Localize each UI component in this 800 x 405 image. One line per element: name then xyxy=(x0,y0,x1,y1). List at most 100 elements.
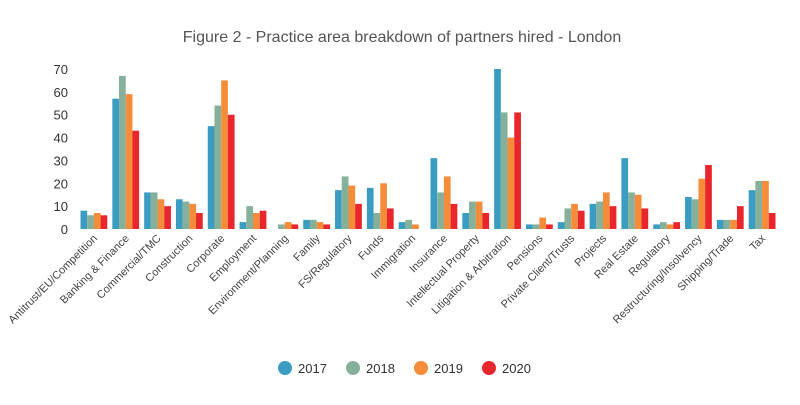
legend-marker xyxy=(414,361,428,375)
bar-2018[interactable] xyxy=(405,219,413,229)
bar-2020[interactable] xyxy=(355,203,362,229)
bar-2018[interactable] xyxy=(182,201,190,229)
bar-2017[interactable] xyxy=(366,187,374,229)
bar-2019[interactable] xyxy=(507,137,515,229)
bar-2019[interactable] xyxy=(762,181,769,229)
bar-2017[interactable] xyxy=(621,158,629,229)
bar-2017[interactable] xyxy=(112,98,120,230)
bar-2020[interactable] xyxy=(450,203,458,229)
bar-2019[interactable] xyxy=(380,183,387,229)
legend-label: 2020 xyxy=(502,361,531,376)
legend-item-2017[interactable]: 2017 xyxy=(278,361,327,376)
bar-2019[interactable] xyxy=(221,80,228,230)
bar-2017[interactable] xyxy=(748,190,756,229)
bar-2020[interactable] xyxy=(196,213,203,229)
bar-2017[interactable] xyxy=(398,222,406,229)
bar-2018[interactable] xyxy=(691,199,699,229)
bar-2018[interactable] xyxy=(500,112,508,229)
bar-2018[interactable] xyxy=(469,201,476,229)
bar-2020[interactable] xyxy=(227,114,235,229)
bar-2017[interactable] xyxy=(685,197,692,229)
bar-2020[interactable] xyxy=(482,213,490,229)
bar-2019[interactable] xyxy=(157,199,165,229)
bar-2018[interactable] xyxy=(532,224,540,229)
bar-2018[interactable] xyxy=(119,75,126,229)
bar-2018[interactable] xyxy=(437,192,444,229)
bar-2020[interactable] xyxy=(577,210,585,229)
bar-2019[interactable] xyxy=(348,185,356,229)
bar-2019[interactable] xyxy=(571,203,578,229)
bar-2017[interactable] xyxy=(239,222,247,229)
legend-marker xyxy=(346,361,360,375)
bar-2017[interactable] xyxy=(525,224,533,229)
legend-label: 2017 xyxy=(298,361,327,376)
bar-2018[interactable] xyxy=(659,222,667,229)
bar-2018[interactable] xyxy=(309,219,317,229)
bar-2017[interactable] xyxy=(494,69,501,229)
bar-2019[interactable] xyxy=(93,213,101,229)
bar-2017[interactable] xyxy=(716,219,724,229)
bar-2020[interactable] xyxy=(100,215,108,229)
bar-2019[interactable] xyxy=(253,213,260,229)
bar-2017[interactable] xyxy=(335,190,342,229)
bar-2017[interactable] xyxy=(303,219,310,229)
bar-2018[interactable] xyxy=(150,192,158,229)
bar-2017[interactable] xyxy=(80,210,88,229)
bar-2018[interactable] xyxy=(214,105,222,229)
bar-2020[interactable] xyxy=(546,224,553,229)
bar-2019[interactable] xyxy=(539,217,547,229)
bar-2018[interactable] xyxy=(246,206,253,229)
y-axis: 0 10 20 30 40 50 60 70 xyxy=(54,62,68,237)
bar-2019[interactable] xyxy=(443,176,451,229)
legend[interactable]: 2017 2018 2019 2020 xyxy=(278,361,531,376)
bar-2018[interactable] xyxy=(596,201,603,229)
bar-2020[interactable] xyxy=(736,206,744,229)
bar-2019[interactable] xyxy=(412,224,419,229)
bar-2020[interactable] xyxy=(291,224,299,229)
bar-2020[interactable] xyxy=(641,208,649,229)
bar-2019[interactable] xyxy=(666,224,674,229)
legend-item-2018[interactable]: 2018 xyxy=(346,361,395,376)
bar-2018[interactable] xyxy=(341,176,349,229)
bar-2020[interactable] xyxy=(386,208,394,229)
bar-2017[interactable] xyxy=(175,199,183,229)
bar-2020[interactable] xyxy=(132,130,140,229)
bar-2017[interactable] xyxy=(462,213,470,229)
bar-2020[interactable] xyxy=(609,206,617,229)
bar-2018[interactable] xyxy=(755,181,763,229)
bar-2019[interactable] xyxy=(189,203,197,229)
bar-2017[interactable] xyxy=(589,203,597,229)
bar-2019[interactable] xyxy=(603,192,610,229)
bar-2017[interactable] xyxy=(144,192,151,229)
bar-2019[interactable] xyxy=(634,194,642,229)
bar-2017[interactable] xyxy=(207,126,215,229)
bar-2019[interactable] xyxy=(316,222,324,229)
bar-2018[interactable] xyxy=(628,192,635,229)
bar-2019[interactable] xyxy=(475,201,483,229)
bar-2018[interactable] xyxy=(278,224,285,229)
bar-2019[interactable] xyxy=(125,94,133,229)
bar-2017[interactable] xyxy=(430,158,438,229)
bar-2018[interactable] xyxy=(564,208,572,229)
bar-2020[interactable] xyxy=(514,112,521,229)
y-tick-label: 20 xyxy=(54,176,68,191)
bar-2018[interactable] xyxy=(723,219,731,229)
bar-2017[interactable] xyxy=(557,222,565,229)
legend-item-2020[interactable]: 2020 xyxy=(482,361,531,376)
bar-2020[interactable] xyxy=(164,206,171,229)
x-tick-label: Shipping/Trade xyxy=(675,233,736,294)
bar-2020[interactable] xyxy=(323,224,331,229)
bar-2020[interactable] xyxy=(705,165,712,229)
bar-2019[interactable] xyxy=(284,222,292,229)
bar-2019[interactable] xyxy=(698,178,706,229)
bar-2020[interactable] xyxy=(673,222,681,229)
bar-2020[interactable] xyxy=(768,213,776,229)
bar-2020[interactable] xyxy=(259,210,267,229)
legend-item-2019[interactable]: 2019 xyxy=(414,361,463,376)
bar-2018[interactable] xyxy=(87,215,94,229)
bar-2019[interactable] xyxy=(730,219,737,229)
bar-2018[interactable] xyxy=(373,213,381,229)
bar-2017[interactable] xyxy=(653,224,660,229)
